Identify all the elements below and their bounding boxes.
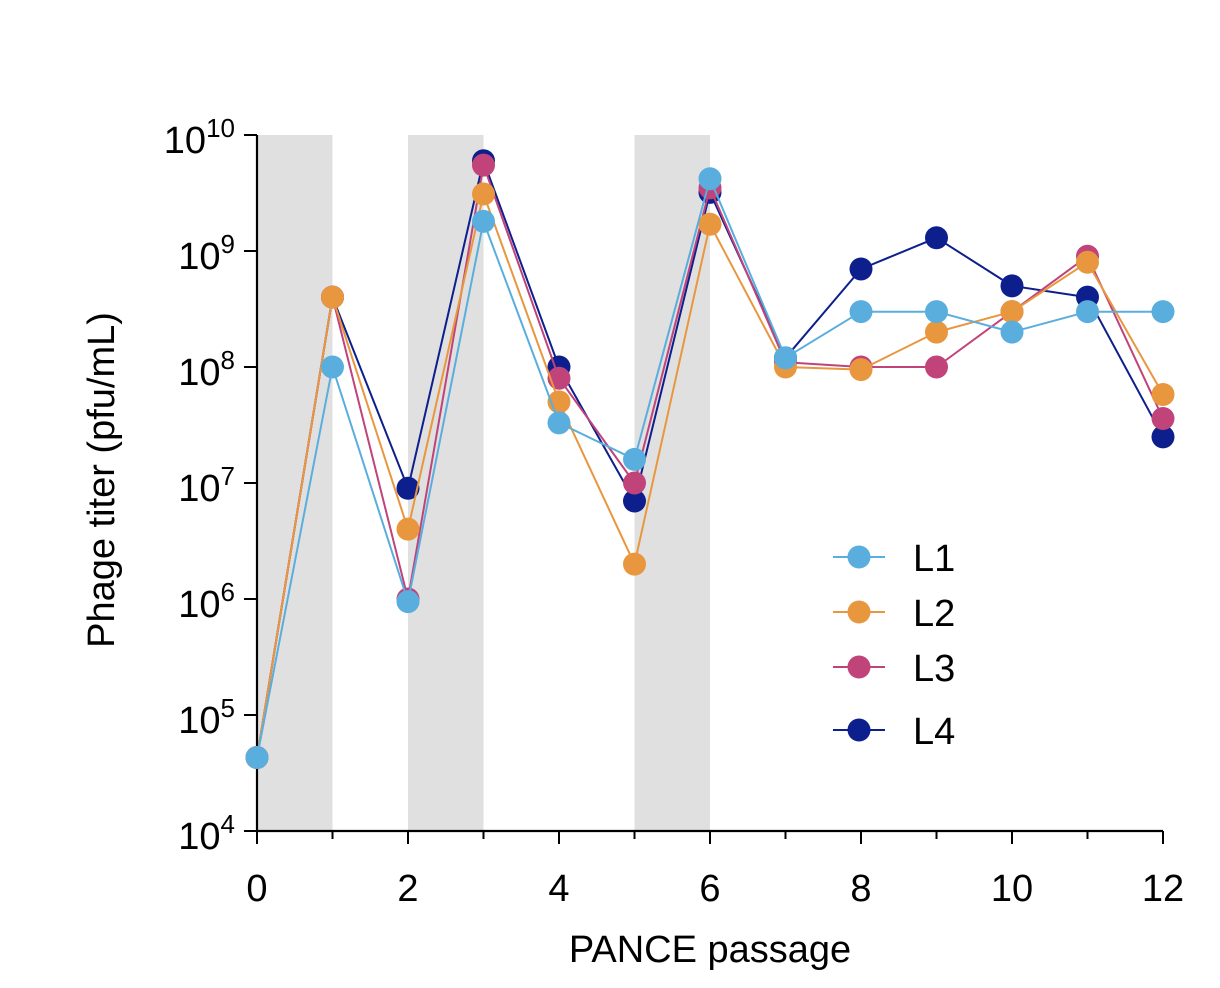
- y-axis-title: Phage titer (pfu/mL): [81, 312, 123, 648]
- data-point-L1-1: [321, 355, 344, 379]
- legend-label-L1: L1: [913, 538, 955, 580]
- y-tick-label-1e7: 107: [178, 461, 235, 510]
- legend-marker-L2: [847, 600, 871, 624]
- data-point-L1-11: [1076, 300, 1099, 324]
- data-point-L3-9: [925, 355, 948, 379]
- data-point-L2-12: [1151, 382, 1175, 406]
- data-point-L2-2: [396, 517, 420, 541]
- data-point-L1-6: [698, 167, 722, 191]
- data-point-L2-8: [849, 358, 873, 382]
- data-point-L3-5: [623, 471, 646, 495]
- data-point-L2-3: [472, 182, 495, 206]
- data-point-L4-2: [396, 476, 420, 500]
- data-point-L2-10: [1000, 300, 1024, 324]
- shaded-interval-0: [257, 135, 333, 831]
- y-tick-label-1e8: 108: [178, 345, 235, 394]
- y-tick-label-1e9: 109: [178, 229, 235, 278]
- data-point-L2-11: [1076, 250, 1099, 274]
- data-point-L3-3: [472, 153, 495, 177]
- legend-label-L4: L4: [913, 711, 955, 753]
- x-tick-label-6: 6: [699, 868, 720, 910]
- data-point-L1-5: [623, 447, 646, 471]
- data-point-L4-10: [1000, 274, 1024, 298]
- data-point-L1-0: [245, 746, 269, 770]
- legend-label-L2: L2: [913, 593, 955, 635]
- data-point-L1-10: [1000, 320, 1024, 344]
- y-tick-label-1e4: 104: [178, 809, 235, 858]
- shaded-interval-2: [634, 135, 710, 831]
- data-point-L3-12: [1151, 406, 1175, 430]
- x-axis-title: PANCE passage: [569, 929, 851, 971]
- legend: L1 L2 L3 L4: [833, 538, 955, 753]
- legend-marker-L1: [847, 545, 871, 569]
- series-group: [245, 149, 1175, 770]
- data-point-L4-5: [623, 489, 646, 513]
- series-L1: [245, 167, 1175, 770]
- x-tick-label-4: 4: [548, 868, 569, 910]
- data-point-L1-7: [774, 346, 797, 370]
- x-tick-label-2: 2: [397, 868, 418, 910]
- data-point-L2-1: [321, 285, 344, 309]
- axes: 0 2 4 6 8 10 12 104 105 106 107 108 109 1010: [164, 113, 1184, 910]
- data-point-L1-8: [849, 300, 873, 324]
- x-tick-label-10: 10: [991, 868, 1033, 910]
- data-point-L2-9: [925, 320, 948, 344]
- data-point-L1-2: [396, 590, 420, 614]
- legend-marker-L4: [847, 718, 871, 742]
- data-point-L4-8: [849, 257, 873, 281]
- x-tick-label-0: 0: [246, 868, 267, 910]
- data-point-L2-5: [623, 552, 646, 576]
- y-tick-label-1e5: 105: [178, 693, 235, 742]
- data-point-L1-12: [1151, 300, 1175, 324]
- data-point-L1-3: [472, 209, 495, 233]
- legend-label-L3: L3: [913, 648, 955, 690]
- x-tick-label-12: 12: [1142, 868, 1184, 910]
- data-point-L1-4: [547, 411, 571, 435]
- data-point-L4-12: [1151, 425, 1175, 449]
- y-tick-label-1e6: 106: [178, 577, 235, 626]
- data-point-L2-6: [698, 212, 722, 236]
- x-tick-label-8: 8: [850, 868, 871, 910]
- legend-marker-L3: [847, 655, 871, 679]
- data-point-L1-9: [925, 300, 948, 324]
- data-point-L4-9: [925, 226, 948, 250]
- y-tick-label-1e10: 1010: [164, 113, 235, 162]
